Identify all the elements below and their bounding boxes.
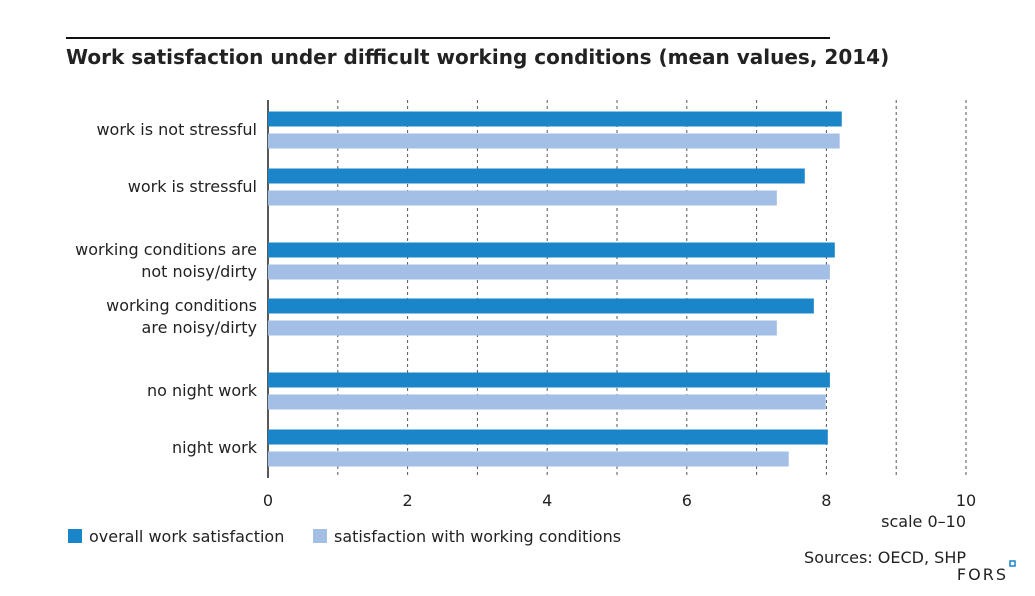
x-tick-label: 6 (682, 491, 692, 510)
bar (268, 111, 842, 127)
bar (268, 190, 777, 206)
logo: FORS (957, 565, 1008, 584)
legend-swatch (68, 529, 82, 543)
category-label: working conditions are not noisy/dirty (75, 240, 257, 281)
bar (268, 133, 840, 149)
legend-swatch (313, 529, 327, 543)
bar (268, 168, 805, 184)
bar (268, 372, 830, 388)
x-tick-label: 10 (956, 491, 976, 510)
category-label: night work (172, 438, 257, 457)
source: Sources: OECD, SHP (804, 548, 966, 567)
x-tick-label: 4 (542, 491, 552, 510)
category-label: work is not stressful (96, 120, 257, 139)
bar (268, 429, 828, 445)
bar (268, 320, 777, 336)
category-label: work is stressful (127, 177, 257, 196)
bar (268, 242, 835, 258)
legend-label: satisfaction with working conditions (334, 527, 621, 546)
bar (268, 394, 826, 410)
category-label: working conditions are noisy/dirty (106, 296, 257, 337)
bar (268, 264, 830, 280)
x-tick-label: 0 (263, 491, 273, 510)
x-tick-label: 2 (403, 491, 413, 510)
bar (268, 451, 789, 467)
category-label: no night work (147, 381, 257, 400)
legend-label: overall work satisfaction (89, 527, 284, 546)
bar (268, 298, 814, 314)
x-tick-label: 8 (821, 491, 831, 510)
x-axis-label: scale 0–10 (881, 512, 966, 531)
logo-mark (1009, 560, 1016, 567)
chart-title: Work satisfaction under difficult workin… (66, 45, 889, 69)
